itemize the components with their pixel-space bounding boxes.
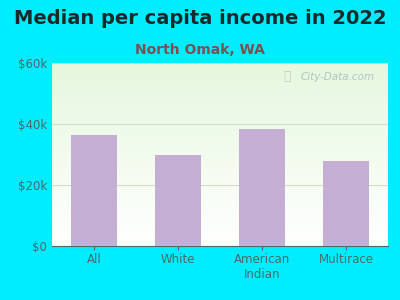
Bar — [155, 154, 201, 246]
Bar — [239, 129, 285, 246]
Bar — [323, 160, 369, 246]
Text: ⦾: ⦾ — [284, 70, 291, 83]
Text: City-Data.com: City-Data.com — [300, 72, 374, 82]
Bar — [71, 135, 117, 246]
Text: Median per capita income in 2022: Median per capita income in 2022 — [14, 9, 386, 28]
Text: North Omak, WA: North Omak, WA — [135, 44, 265, 58]
